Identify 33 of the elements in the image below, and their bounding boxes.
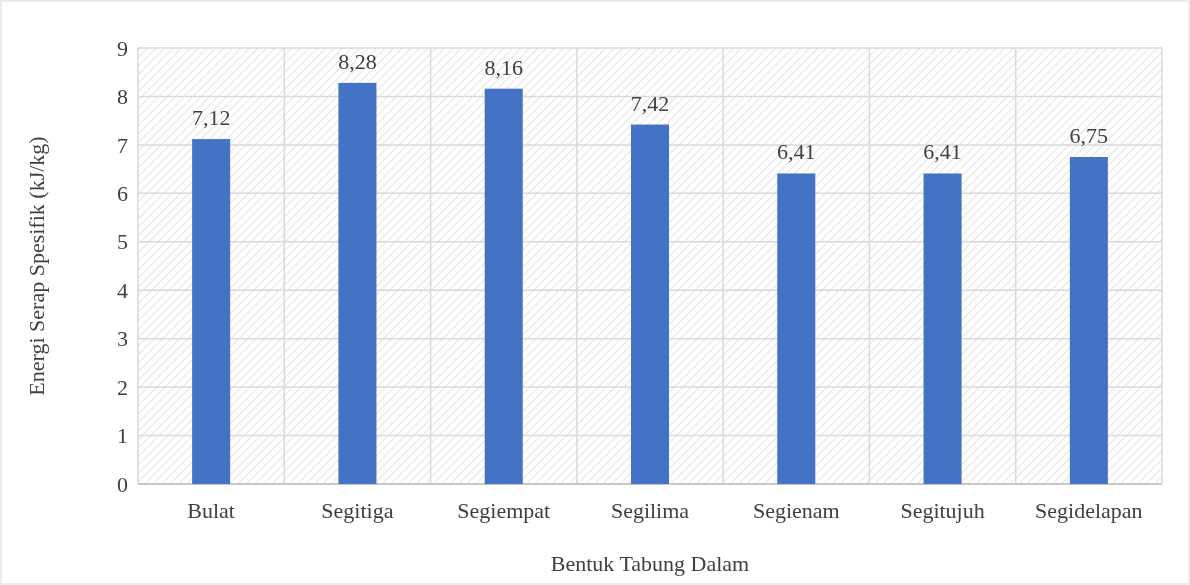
x-tick-label: Segitiga bbox=[321, 498, 394, 523]
y-tick-label: 7 bbox=[117, 132, 128, 158]
y-axis-title: Energi Serap Spesifik (kJ/kg) bbox=[24, 136, 49, 396]
y-tick-label: 8 bbox=[117, 84, 128, 110]
data-label: 8,16 bbox=[484, 54, 523, 80]
bar bbox=[192, 139, 231, 484]
x-tick-label: Segitujuh bbox=[900, 498, 985, 523]
y-tick-label: 4 bbox=[117, 277, 128, 303]
data-label: 6,41 bbox=[923, 139, 962, 165]
x-tick-label: Bulat bbox=[187, 498, 235, 523]
x-tick-label: Segilima bbox=[610, 498, 690, 523]
y-tick-label: 2 bbox=[117, 374, 128, 400]
y-tick-label: 3 bbox=[117, 326, 128, 352]
x-tick-label: Segiempat bbox=[457, 498, 551, 523]
x-tick-label: Segidelapan bbox=[1035, 498, 1143, 523]
y-tick-label: 5 bbox=[117, 229, 128, 255]
bar bbox=[777, 173, 816, 484]
data-label: 7,42 bbox=[630, 90, 670, 116]
data-label: 6,75 bbox=[1069, 123, 1109, 148]
x-axis-title: Bentuk Tabung Dalam bbox=[550, 551, 750, 576]
bar bbox=[338, 82, 377, 484]
bar bbox=[484, 88, 523, 484]
data-label: 8,28 bbox=[338, 48, 377, 74]
bar bbox=[1069, 157, 1108, 484]
bar bbox=[923, 173, 962, 484]
x-tick-label: Segienam bbox=[752, 498, 840, 523]
data-label: 6,41 bbox=[777, 139, 816, 165]
y-tick-label: 0 bbox=[117, 471, 128, 497]
data-label: 7,12 bbox=[191, 105, 231, 131]
y-tick-label: 1 bbox=[117, 423, 128, 449]
y-tick-label: 6 bbox=[117, 181, 128, 207]
y-tick-label: 9 bbox=[117, 35, 128, 61]
bar bbox=[630, 124, 670, 484]
